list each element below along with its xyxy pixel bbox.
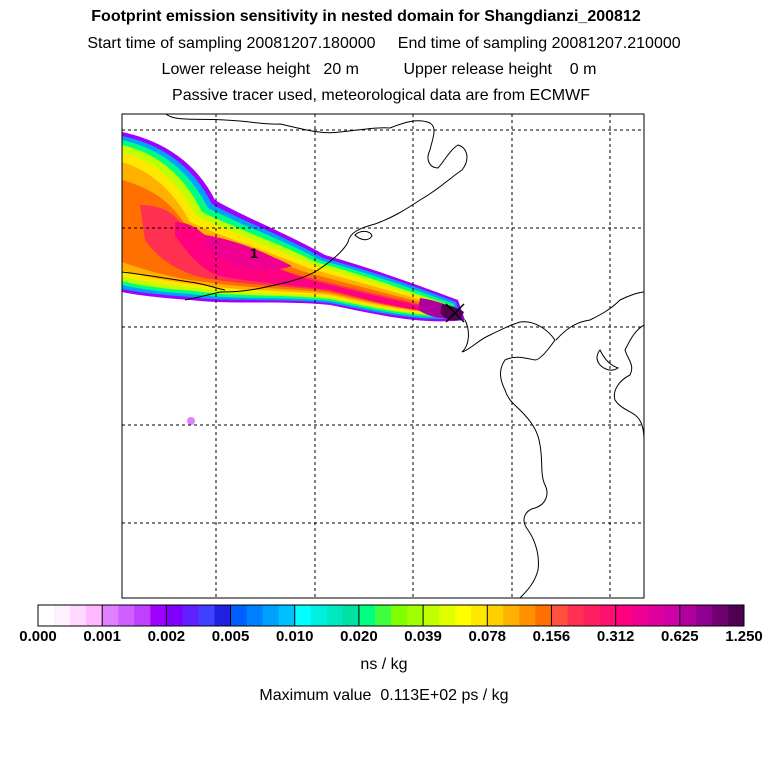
colorbar-cell (166, 605, 183, 626)
colorbar-cell (358, 605, 376, 626)
colorbar-tick-label: 0.005 (211, 628, 250, 645)
colorbar-cell (54, 605, 71, 626)
colorbar-cell (695, 605, 713, 626)
plot-title: Footprint emission sensitivity in nested… (91, 8, 641, 25)
colorbar-cell (70, 605, 87, 626)
colorbar-cell (246, 605, 264, 626)
colorbar (37, 604, 745, 627)
colorbar-cell (663, 605, 681, 626)
colorbar-cell (551, 605, 568, 626)
colorbar-tick-label: 0.078 (468, 628, 507, 645)
colorbar-tick-label: 1.250 (725, 628, 763, 645)
colorbar-cell (342, 605, 360, 626)
colorbar-cell (230, 605, 248, 626)
colorbar-tick-label: 0.039 (404, 628, 442, 645)
colorbar-tick-label: 0.002 (147, 628, 186, 645)
colorbar-cell (278, 605, 296, 626)
colorbar-cell (647, 605, 665, 626)
x-cross-icon (445, 303, 465, 323)
colorbar-cell (326, 605, 344, 626)
colorbar-cell (487, 605, 504, 626)
colorbar-units: ns / kg (360, 656, 408, 673)
colorbar-cell (262, 605, 280, 626)
colorbar-cell (38, 605, 55, 626)
maximum-value: Maximum value 0.113E+02 ps / kg (259, 687, 509, 704)
colorbar-cell (679, 605, 697, 626)
colorbar-cell (407, 605, 424, 626)
colorbar-cell (102, 605, 119, 626)
release-heights: Lower release height 20 m Upper release … (161, 61, 597, 78)
colorbar-cell (599, 605, 617, 626)
footprint-map: 1 (121, 113, 645, 599)
colorbar-cell (214, 605, 232, 626)
footprint-plume (122, 132, 465, 425)
colorbar-cell (374, 605, 392, 626)
colorbar-tick-label: 0.001 (83, 628, 121, 645)
colorbar-cell (391, 605, 408, 626)
colorbar-tick-label: 0.312 (596, 628, 635, 645)
colorbar-cell (182, 605, 199, 626)
colorbar-tick-label: 0.000 (19, 628, 57, 645)
colorbar-cell (583, 605, 601, 626)
sampling-times: Start time of sampling 20081207.180000 E… (87, 35, 681, 52)
colorbar-frame (37, 604, 745, 627)
colorbar-cell (615, 605, 633, 626)
colorbar-cell (519, 605, 536, 626)
colorbar-cell (86, 605, 103, 626)
colorbar-cell (455, 605, 472, 626)
tracer-info: Passive tracer used, meteorological data… (172, 87, 590, 104)
colorbar-cell (711, 605, 729, 626)
colorbar-cell (150, 605, 167, 626)
colorbar-cell (310, 605, 328, 626)
map-frame (121, 113, 645, 599)
colorbar-tick-label: 0.010 (275, 628, 314, 645)
colorbar-cell (535, 605, 552, 626)
colorbar-tick-label: 0.156 (532, 628, 571, 645)
max-location-label: 1 (250, 245, 258, 261)
colorbar-cell (294, 605, 312, 626)
colorbar-cell (503, 605, 520, 626)
graticule (122, 114, 644, 598)
colorbar-cell (631, 605, 649, 626)
coastline (122, 114, 644, 598)
colorbar-cell (198, 605, 215, 626)
colorbar-cell (118, 605, 135, 626)
colorbar-cell (423, 605, 440, 626)
colorbar-tick-label: 0.625 (661, 628, 699, 645)
colorbar-cell (471, 605, 488, 626)
colorbar-cell (134, 605, 151, 626)
colorbar-cell (727, 605, 745, 626)
colorbar-cell (567, 605, 585, 626)
colorbar-cell (439, 605, 456, 626)
colorbar-tick-label: 0.020 (340, 628, 378, 645)
